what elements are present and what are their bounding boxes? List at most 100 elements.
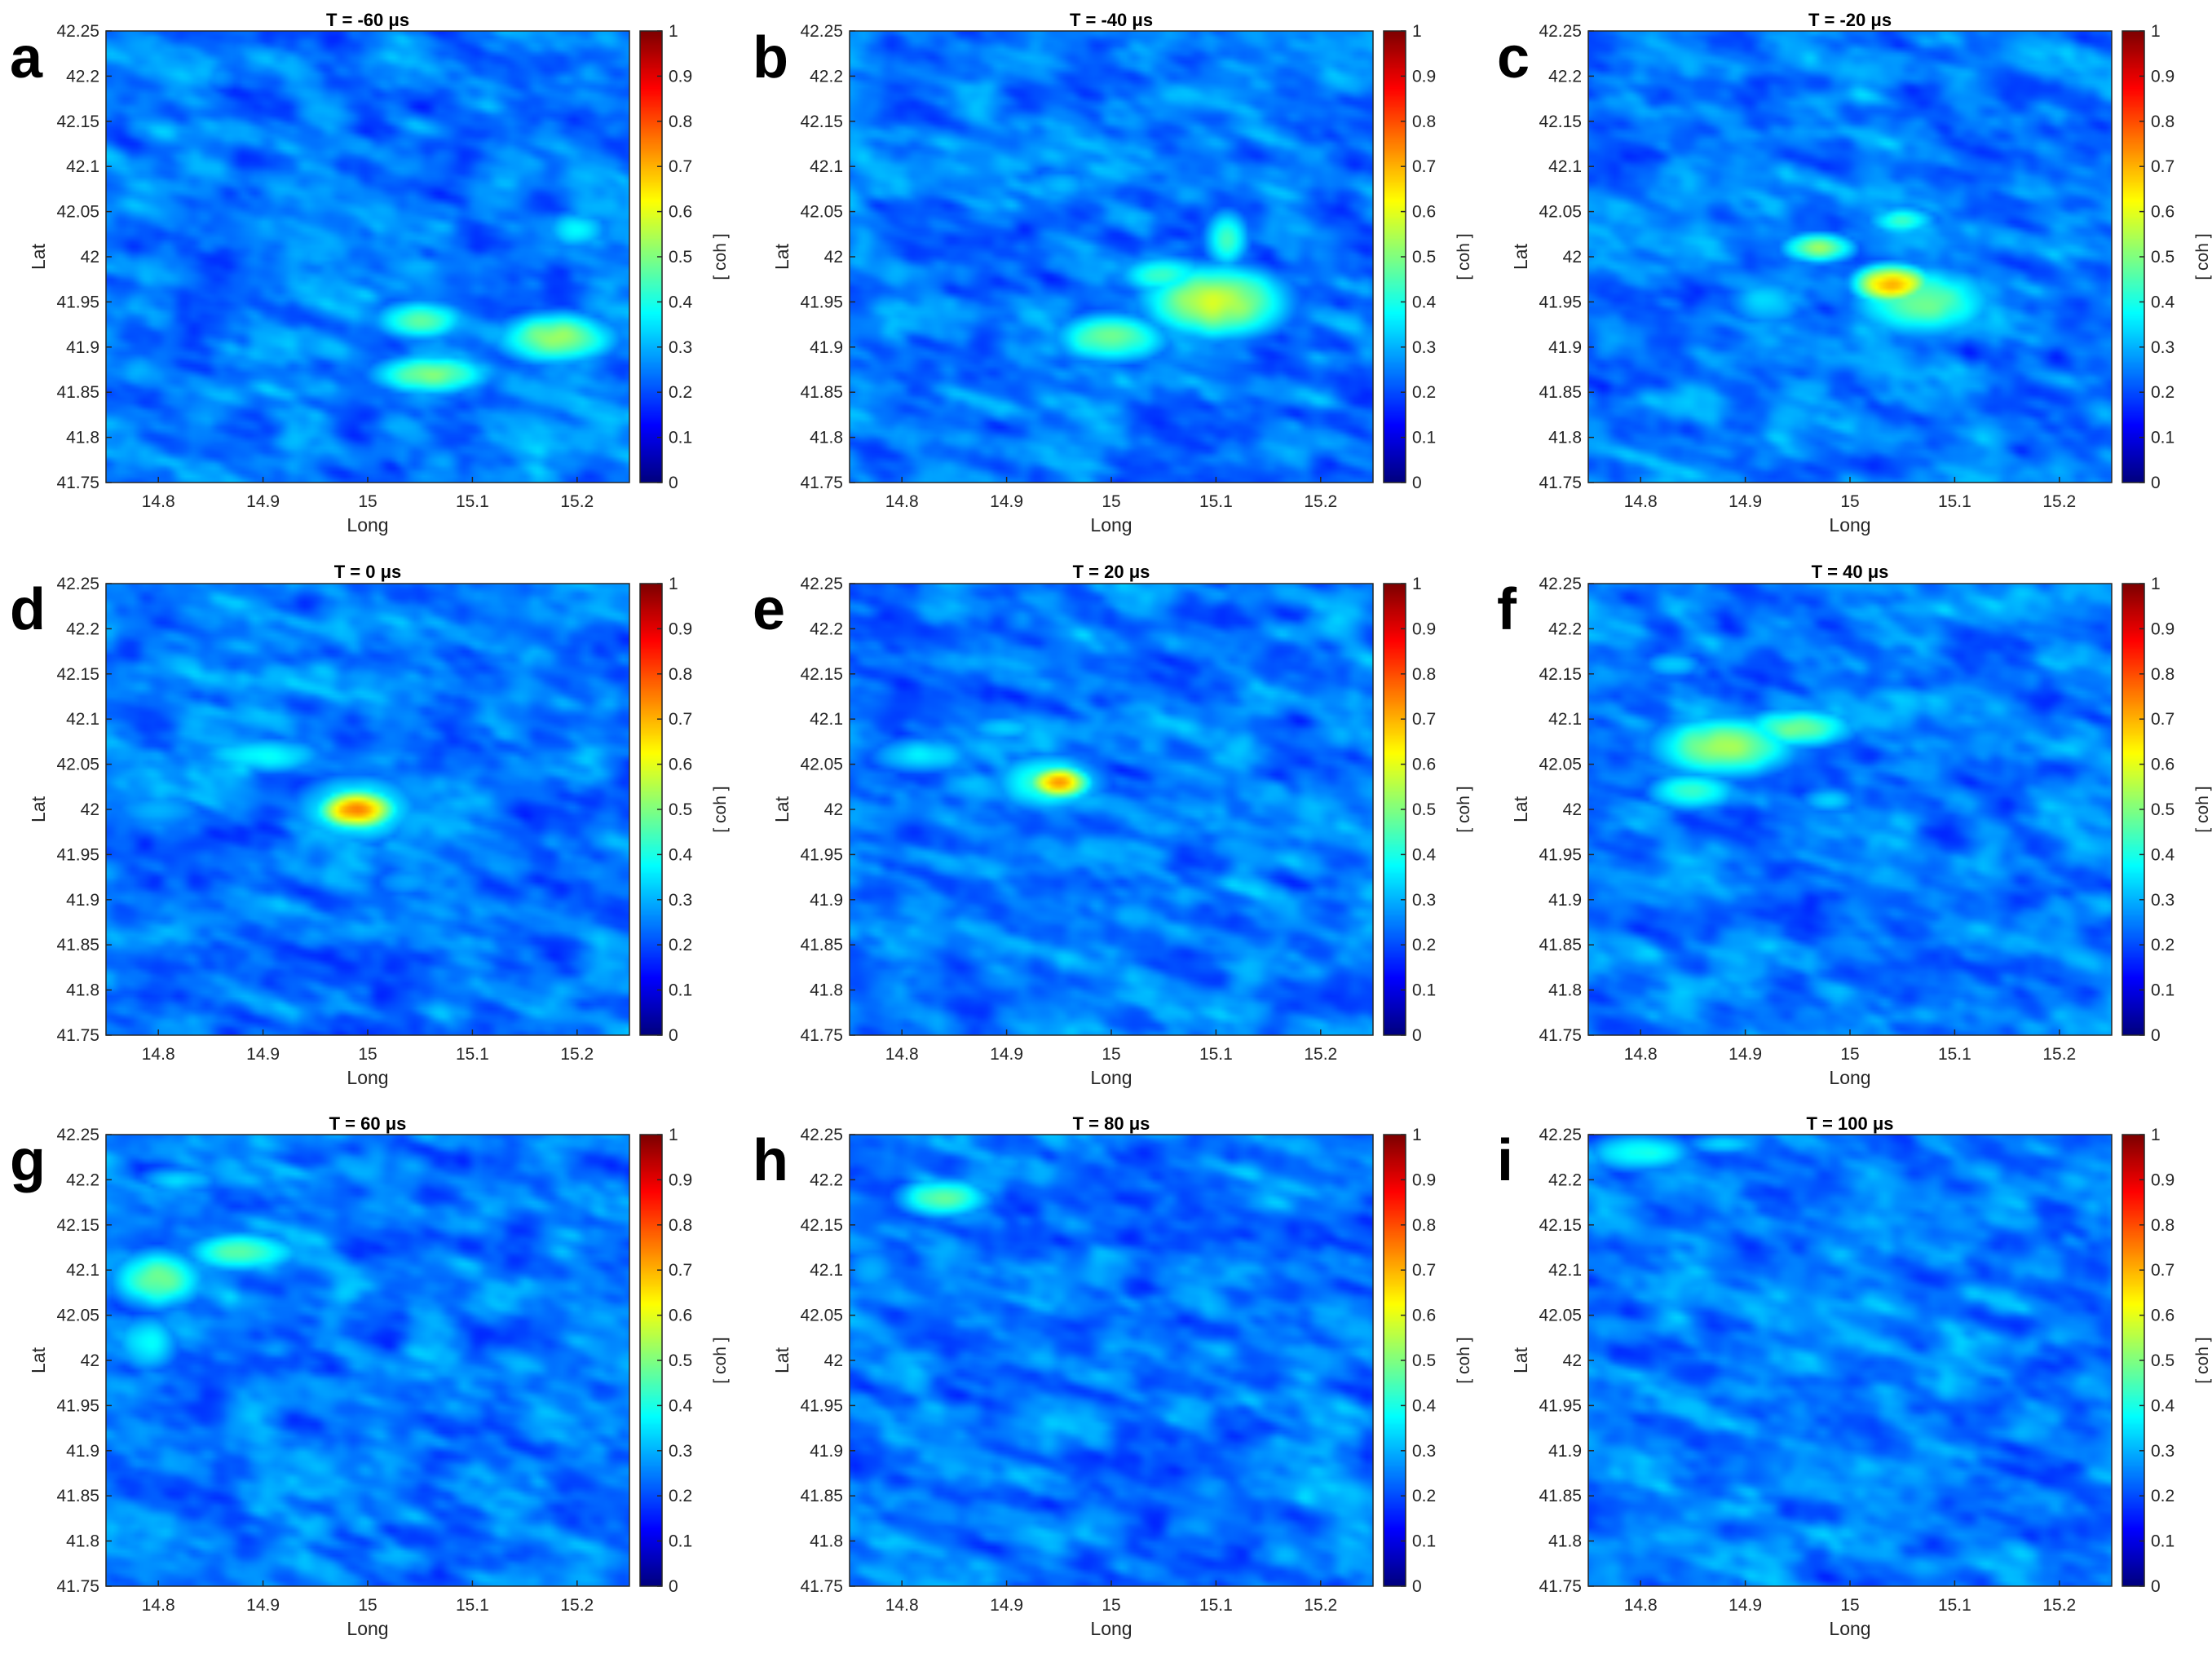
colorbar: 0 0.1 0.2 0.3 0.4 0.5 0.6 0.7 0.8 0.9 1 [ coh ] — [639, 1126, 730, 1596]
y-tick-label: 42.1 — [1548, 157, 1582, 176]
panel-letter: g — [10, 1128, 46, 1193]
x-tick-label: 15.2 — [560, 492, 594, 511]
y-tick-label: 42 — [81, 1351, 99, 1370]
x-tick-label: 15.1 — [456, 1596, 489, 1615]
colorbar-tick-label: 0.6 — [1412, 203, 1436, 222]
colorbar-tick-label: 0.2 — [2151, 936, 2174, 954]
colorbar-tick-label: 0.1 — [2151, 1532, 2174, 1551]
y-axis-label: Lat — [771, 243, 793, 270]
y-tick-label: 41.8 — [66, 1532, 99, 1551]
y-tick-label: 41.85 — [1539, 383, 1582, 402]
colorbar-tick-label: 1 — [669, 1126, 678, 1144]
y-tick-label: 41.85 — [1539, 936, 1582, 954]
colorbar-tick-label: 0.7 — [1412, 1261, 1436, 1280]
colorbar-tick-label: 0.3 — [669, 1442, 692, 1461]
y-tick-label: 42.15 — [56, 112, 99, 131]
y-tick-label: 42.1 — [66, 710, 99, 729]
x-tick-label: 14.8 — [142, 1596, 175, 1615]
colorbar-tick-label: 0.4 — [2151, 1396, 2175, 1415]
x-axis-label: Long — [1829, 514, 1870, 536]
colorbar-label: [ coh ] — [2193, 1337, 2212, 1383]
colorbar-tick-label: 0.7 — [669, 710, 692, 729]
y-axis-label: Lat — [1510, 796, 1531, 822]
x-tick-label: 15.2 — [560, 1045, 594, 1064]
colorbar-tick-label: 0.9 — [2151, 1170, 2174, 1189]
panel-letter: e — [753, 577, 785, 642]
colorbar-tick-label: 0.6 — [1412, 756, 1436, 774]
colorbar-tick-label: 0.1 — [669, 429, 692, 447]
colorbar-tick-label: 0.7 — [2151, 157, 2174, 176]
colorbar-tick-label: 0.6 — [2151, 756, 2174, 774]
x-tick-label: 15.1 — [1938, 1045, 1971, 1064]
colorbar-label: [ coh ] — [1455, 1337, 1473, 1383]
colorbar-tick-label: 1 — [2151, 575, 2161, 593]
colorbar-tick-label: 0.2 — [669, 936, 692, 954]
y-tick-label: 42.15 — [56, 665, 99, 684]
y-tick-label: 41.8 — [1548, 1532, 1582, 1551]
colorbar-tick-label: 0.2 — [1412, 383, 1436, 402]
colorbar-tick-label: 0.4 — [669, 293, 693, 311]
y-axis-label: Lat — [28, 796, 49, 822]
colorbar-tick-label: 0.7 — [2151, 710, 2174, 729]
colorbar-label: [ coh ] — [2193, 233, 2212, 280]
x-tick-label: 14.9 — [990, 492, 1023, 511]
colorbar-tick-label: 0.2 — [1412, 1487, 1436, 1505]
y-tick-label: 41.75 — [800, 1577, 843, 1596]
colorbar-tick-label: 0.3 — [2151, 1442, 2174, 1461]
colorbar-tick-label: 0.1 — [2151, 981, 2174, 1000]
y-axis-label: Lat — [1510, 243, 1531, 270]
colorbar: 0 0.1 0.2 0.3 0.4 0.5 0.6 0.7 0.8 0.9 1 [ coh ] — [1383, 22, 1473, 492]
y-tick-label: 41.85 — [56, 383, 99, 402]
colorbar: 0 0.1 0.2 0.3 0.4 0.5 0.6 0.7 0.8 0.9 1 [ coh ] — [639, 22, 730, 492]
colorbar-tick-label: 0 — [669, 1577, 678, 1596]
colorbar-tick-label: 0.5 — [669, 248, 692, 267]
colorbar-tick-label: 0.9 — [2151, 619, 2174, 638]
colorbar-tick-label: 0.7 — [1412, 710, 1436, 729]
colorbar-tick-label: 0.9 — [669, 1170, 692, 1189]
x-axis-label: Long — [1829, 1618, 1870, 1639]
x-tick-label: 15.2 — [560, 1596, 594, 1615]
y-tick-label: 41.75 — [56, 1577, 99, 1596]
colorbar-tick-label: 0.5 — [2151, 1351, 2174, 1370]
colorbar-tick-label: 0.1 — [2151, 429, 2174, 447]
y-tick-label: 42 — [81, 248, 99, 267]
colorbar-tick-label: 0.1 — [669, 1532, 692, 1551]
x-tick-label: 15 — [1102, 1596, 1120, 1615]
colorbar-tick-label: 0.3 — [2151, 891, 2174, 910]
y-tick-label: 41.9 — [1548, 891, 1582, 910]
y-tick-label: 42.2 — [66, 67, 99, 86]
colorbar-tick-label: 1 — [2151, 22, 2161, 41]
y-tick-label: 42 — [1563, 1351, 1582, 1370]
x-axis-label: Long — [1829, 1067, 1870, 1088]
colorbar-tick-label: 0.7 — [669, 1261, 692, 1280]
y-tick-label: 42.05 — [800, 203, 843, 222]
y-tick-label: 42.15 — [1539, 1216, 1582, 1235]
colorbar-tick-label: 0.5 — [1412, 248, 1436, 267]
colorbar-tick-label: 0 — [1412, 1026, 1422, 1045]
y-tick-label: 41.9 — [66, 891, 99, 910]
colorbar-tick-label: 0.5 — [669, 800, 692, 819]
y-tick-label: 42 — [824, 248, 843, 267]
y-tick-label: 42.2 — [66, 1170, 99, 1189]
panel-title: T = 80 μs — [1073, 1113, 1150, 1134]
colorbar-tick-label: 1 — [1412, 1126, 1422, 1144]
y-tick-label: 41.8 — [66, 429, 99, 447]
colorbar-tick-label: 0.3 — [1412, 338, 1436, 357]
panel-a: a T = -60 μs 14.8 14.9 15 15.1 15.2 41.75 41.8 41… — [10, 10, 730, 536]
y-tick-label: 42.2 — [810, 619, 843, 638]
y-tick-label: 41.85 — [800, 936, 843, 954]
x-tick-label: 15 — [358, 492, 377, 511]
colorbar-tick-label: 0.4 — [1412, 845, 1437, 864]
y-tick-label: 42.05 — [1539, 756, 1582, 774]
y-tick-label: 41.95 — [800, 845, 843, 864]
y-axis-label: Lat — [771, 1347, 793, 1373]
colorbar-tick-label: 0 — [2151, 474, 2161, 492]
colorbar-tick-label: 0.9 — [669, 619, 692, 638]
x-axis-label: Long — [347, 1067, 388, 1088]
x-tick-label: 14.8 — [885, 492, 919, 511]
x-tick-label: 15 — [1840, 1045, 1859, 1064]
panel-g: g T = 60 μs 14.8 14.9 15 15.1 15.2 41.75 41.8 41.… — [10, 1113, 730, 1639]
y-tick-label: 42.1 — [1548, 710, 1582, 729]
colorbar-tick-label: 0.8 — [2151, 665, 2174, 684]
colorbar-tick-label: 0.1 — [1412, 1532, 1436, 1551]
